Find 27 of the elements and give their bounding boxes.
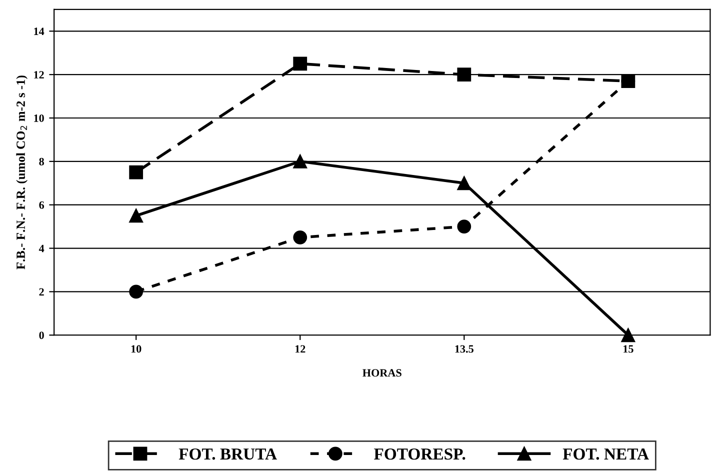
- legend-label: FOTORESP.: [374, 448, 466, 460]
- x-tick-label: 10: [131, 345, 142, 353]
- y-tick-label: 8: [39, 158, 44, 166]
- x-tick-label: 13.5: [455, 345, 474, 353]
- y-axis-title: F.B.- F.N.- F.R. (umol CO$_{2}$ m-2 s -1): [16, 76, 28, 270]
- x-tick-label: 15: [624, 345, 634, 353]
- y-tick-label: 6: [39, 201, 44, 209]
- y-tick-label: 0: [39, 332, 44, 340]
- x-tick-label: 12: [295, 345, 306, 353]
- y-tick-label: 14: [34, 28, 44, 36]
- y-tick-label: 10: [34, 114, 44, 122]
- point: [129, 284, 144, 299]
- y-tick-label: 2: [39, 288, 44, 296]
- legend-label: FOT. NETA: [562, 448, 649, 460]
- y-tick-label: 4: [38, 244, 44, 252]
- point: [457, 220, 472, 234]
- point: [621, 328, 636, 342]
- point: [129, 208, 144, 223]
- point: [457, 68, 472, 82]
- point: [457, 176, 472, 190]
- point: [129, 165, 144, 180]
- x-axis-title: HORAS: [362, 369, 402, 377]
- point: [293, 230, 308, 244]
- point: [293, 56, 308, 71]
- legend-label: FOT. BRUTA: [178, 448, 277, 460]
- point: [293, 154, 308, 168]
- y-tick-label: 12: [34, 71, 44, 78]
